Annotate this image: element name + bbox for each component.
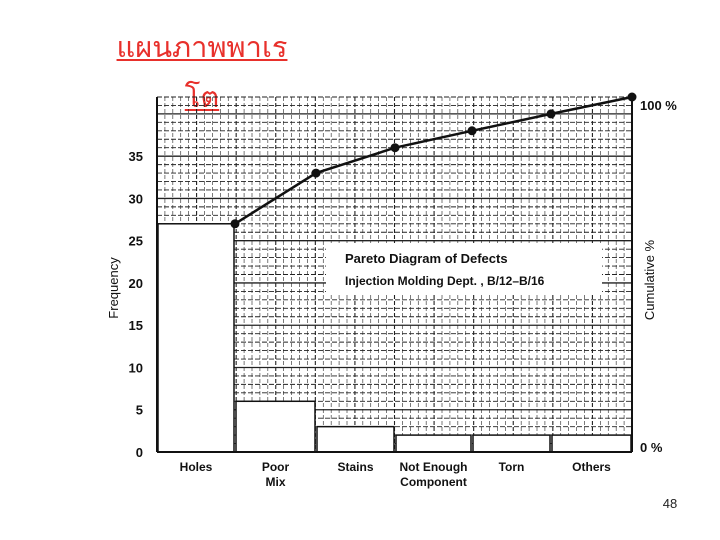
y-tick-label: 5 [136,403,143,418]
y-tick-label: 15 [129,318,143,333]
category-label: Stains [337,460,373,474]
bar [472,434,551,453]
bars [157,223,632,453]
y2-tick-label: 100 % [640,98,677,113]
cumulative-point [230,219,240,229]
bar [235,400,316,453]
bar [395,434,472,453]
bar [551,434,632,453]
y-tick-label: 30 [129,191,143,206]
y-tick-label: 10 [129,360,143,375]
y2-tick-label: 0 % [640,440,663,455]
cumulative-line [230,92,637,229]
bar [157,223,235,453]
category-label: Poor Mix [262,460,290,489]
page-number: 48 [662,496,678,511]
cumulative-point [390,143,400,153]
category-label: Not Enough Component [400,460,468,489]
category-label: Torn [499,460,525,474]
cumulative-point [311,168,321,178]
axes: 0 5 10 15 20 25 30 35 Holes Poor Mix Stains Not Enou… [129,97,633,489]
cumulative-point [546,109,556,119]
y-axis-label: Frequency [106,257,121,319]
y2-axis-label: Cumulative % [642,239,657,320]
category-label: Others [572,460,611,474]
cumulative-polyline [234,95,633,225]
legend-box: Pareto Diagram of Defects Injection Mold… [326,243,602,295]
bar [316,425,395,453]
chart-title: Pareto Diagram of Defects [345,251,508,266]
chart-subtitle: Injection Molding Dept. , B/12–B/16 [345,274,545,288]
y-tick-label: 25 [129,234,143,249]
y-tick-label: 20 [129,276,143,291]
category-label: Holes [180,460,213,474]
y-tick-label: 0 [136,445,143,460]
cumulative-point [467,126,477,136]
y-tick-label: 35 [129,149,143,164]
